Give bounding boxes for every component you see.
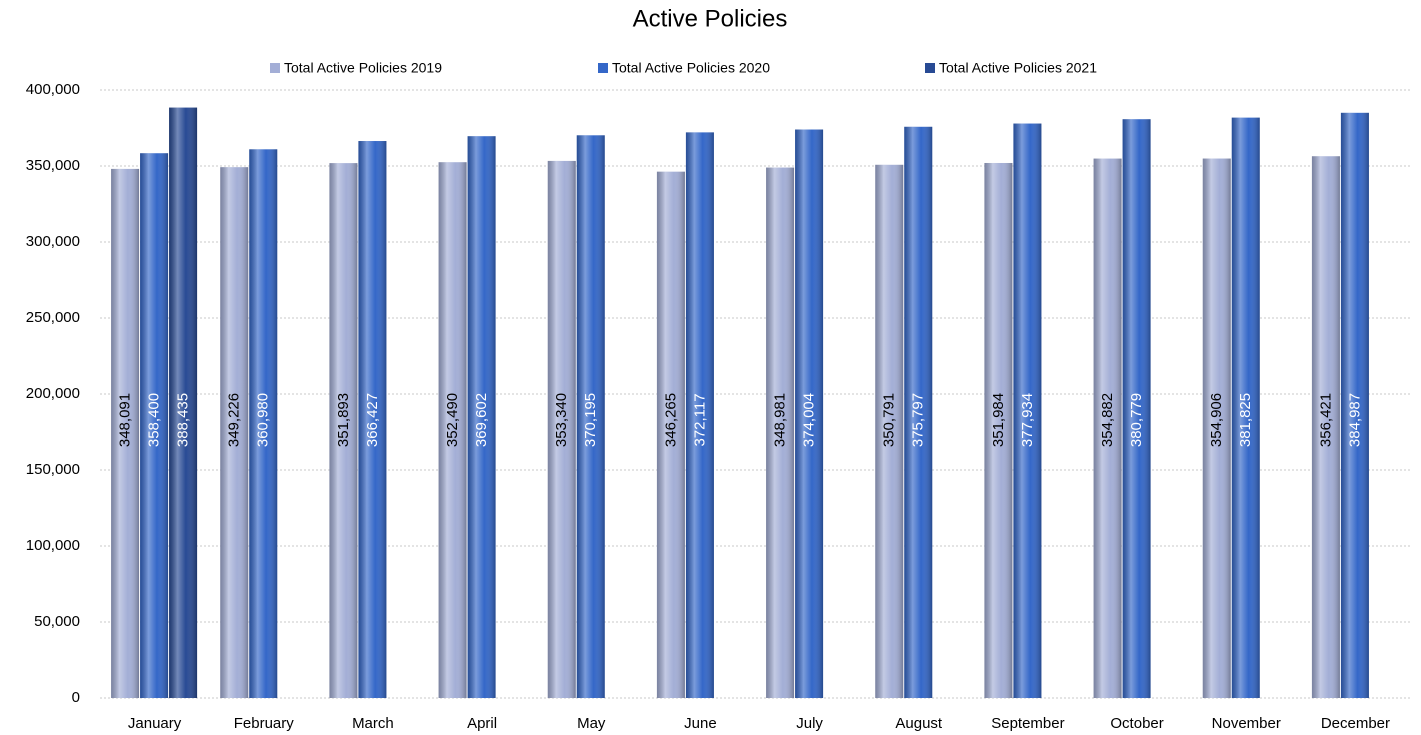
data-label: 351,984 — [990, 393, 1007, 447]
legend-label: Total Active Policies 2019 — [284, 60, 442, 76]
data-label: 377,934 — [1019, 393, 1036, 447]
data-label: 369,602 — [473, 393, 490, 447]
bar-shine — [576, 135, 605, 699]
data-label: 380,779 — [1128, 393, 1145, 447]
x-tick-label: June — [684, 715, 717, 732]
legend-label: Total Active Policies 2020 — [612, 60, 770, 76]
bar-shine — [1122, 119, 1151, 698]
x-tick-label: March — [352, 715, 394, 732]
legend-swatch — [925, 63, 935, 73]
data-label: 360,980 — [255, 393, 272, 447]
bar-shine — [169, 107, 198, 698]
bar-shine — [1093, 158, 1122, 699]
bar-shine — [875, 164, 904, 699]
data-label: 354,882 — [1099, 393, 1116, 447]
bar-shine — [1202, 158, 1231, 699]
bar-shine — [438, 162, 467, 698]
data-label: 358,400 — [146, 393, 163, 447]
data-label: 349,226 — [226, 393, 243, 447]
x-tick-label: July — [796, 715, 823, 732]
data-label: 375,797 — [910, 393, 927, 447]
bar-shine — [547, 160, 576, 698]
data-label: 354,906 — [1208, 393, 1225, 447]
data-label: 350,791 — [881, 393, 898, 447]
bar-shine — [220, 167, 249, 698]
data-label: 372,117 — [691, 393, 708, 446]
bar-shine — [904, 126, 933, 698]
data-label: 381,825 — [1237, 393, 1254, 447]
bar-shine — [1311, 156, 1340, 698]
data-label: 351,893 — [335, 393, 352, 447]
bar-shine — [685, 132, 714, 699]
bar-shine — [1013, 123, 1042, 698]
legend-label: Total Active Policies 2021 — [939, 60, 1097, 76]
bar-shine — [984, 162, 1013, 698]
data-label: 366,427 — [364, 393, 381, 447]
data-label: 356,421 — [1317, 393, 1334, 447]
data-label: 388,435 — [175, 393, 192, 447]
legend-swatch — [598, 63, 608, 73]
bar-shine — [249, 149, 278, 698]
y-tick-label: 0 — [72, 689, 80, 706]
data-label: 352,490 — [444, 393, 461, 447]
bar-shine — [1340, 112, 1369, 698]
data-label: 370,195 — [582, 393, 599, 447]
bar-shine — [358, 141, 387, 699]
bar-shine — [111, 168, 140, 698]
data-label: 353,340 — [553, 393, 570, 447]
y-tick-label: 200,000 — [26, 385, 80, 402]
bar-shine — [1231, 117, 1260, 699]
x-tick-label: October — [1110, 715, 1163, 732]
y-tick-label: 400,000 — [26, 81, 80, 98]
data-label: 374,004 — [801, 393, 818, 447]
legend-swatch — [270, 63, 280, 73]
y-tick-label: 50,000 — [34, 613, 80, 630]
bar-shine — [766, 167, 795, 698]
y-tick-label: 100,000 — [26, 537, 80, 554]
y-tick-label: 300,000 — [26, 233, 80, 250]
bar-shine — [656, 171, 685, 699]
chart-title: Active Policies — [633, 5, 788, 32]
data-label: 384,987 — [1346, 393, 1363, 447]
bar-shine — [140, 153, 169, 698]
data-label: 348,091 — [117, 393, 134, 447]
y-tick-label: 250,000 — [26, 309, 80, 326]
y-tick-label: 150,000 — [26, 461, 80, 478]
x-tick-label: November — [1212, 715, 1281, 732]
x-tick-label: February — [234, 715, 295, 732]
x-tick-label: December — [1321, 715, 1390, 732]
bar-shine — [795, 129, 824, 698]
x-tick-label: April — [467, 715, 497, 732]
x-tick-label: September — [991, 715, 1064, 732]
x-tick-label: May — [577, 715, 606, 732]
x-tick-label: August — [895, 715, 943, 732]
bar-shine — [467, 136, 496, 698]
y-tick-label: 350,000 — [26, 157, 80, 174]
data-label: 348,981 — [772, 393, 789, 447]
x-tick-label: January — [128, 715, 182, 732]
data-label: 346,265 — [662, 393, 679, 447]
bar-shine — [329, 163, 358, 699]
